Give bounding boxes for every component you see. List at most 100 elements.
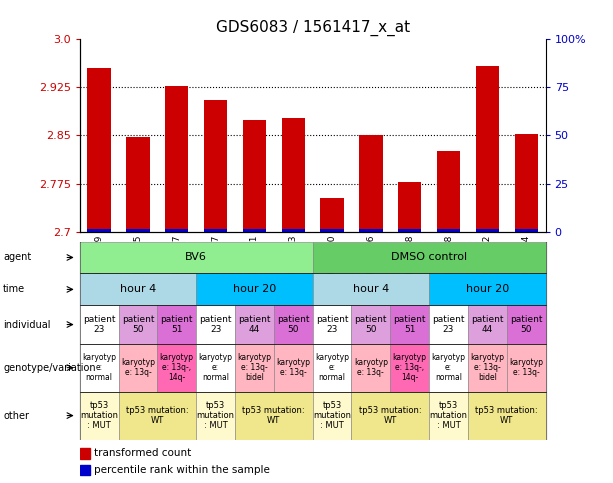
- Bar: [80, 242, 546, 440]
- Text: karyotyp
e: 13q-
bidel: karyotyp e: 13q- bidel: [470, 354, 504, 382]
- Bar: [390, 305, 429, 344]
- Bar: [514, 134, 538, 232]
- Bar: [468, 305, 507, 344]
- Bar: [507, 344, 546, 392]
- Text: karyotyp
e: 13q-: karyotyp e: 13q-: [354, 358, 388, 377]
- Bar: [429, 392, 468, 440]
- Text: patient
23: patient 23: [199, 315, 232, 334]
- Text: karyotyp
e: 13q-: karyotyp e: 13q-: [276, 358, 310, 377]
- Bar: [313, 392, 351, 440]
- Text: karyotyp
e:
normal: karyotyp e: normal: [82, 354, 116, 382]
- Text: patient
50: patient 50: [121, 315, 154, 334]
- Text: patient
50: patient 50: [277, 315, 310, 334]
- Text: karyotyp
e:
normal: karyotyp e: normal: [432, 354, 465, 382]
- Text: patient
50: patient 50: [510, 315, 543, 334]
- Text: hour 20: hour 20: [466, 284, 509, 295]
- Bar: [313, 344, 351, 392]
- Bar: [468, 392, 546, 440]
- Bar: [165, 229, 188, 232]
- Bar: [359, 135, 383, 232]
- Bar: [165, 86, 188, 232]
- Text: tp53
mutation
: MUT: tp53 mutation : MUT: [430, 401, 468, 430]
- Text: karyotyp
e: 13q-
bidel: karyotyp e: 13q- bidel: [237, 354, 272, 382]
- Bar: [507, 305, 546, 344]
- Bar: [398, 229, 421, 232]
- Bar: [437, 229, 460, 232]
- Bar: [126, 137, 150, 232]
- Bar: [80, 465, 91, 475]
- Text: other: other: [3, 411, 29, 421]
- Text: tp53 mutation:
WT: tp53 mutation: WT: [126, 406, 189, 425]
- Bar: [126, 229, 150, 232]
- Text: time: time: [3, 284, 25, 295]
- Text: BV6: BV6: [185, 253, 207, 262]
- Text: DMSO control: DMSO control: [391, 253, 467, 262]
- Bar: [158, 305, 196, 344]
- Bar: [313, 305, 351, 344]
- Bar: [80, 305, 118, 344]
- Text: karyotyp
e:
normal: karyotyp e: normal: [199, 354, 232, 382]
- Bar: [429, 305, 468, 344]
- Text: karyotyp
e: 13q-: karyotyp e: 13q-: [121, 358, 155, 377]
- Bar: [514, 229, 538, 232]
- Text: agent: agent: [3, 253, 31, 262]
- Bar: [196, 392, 235, 440]
- Text: genotype/variation: genotype/variation: [3, 363, 96, 373]
- Bar: [321, 229, 344, 232]
- Text: patient
44: patient 44: [238, 315, 271, 334]
- Bar: [281, 118, 305, 232]
- Bar: [196, 305, 235, 344]
- Title: GDS6083 / 1561417_x_at: GDS6083 / 1561417_x_at: [216, 20, 409, 36]
- Text: tp53 mutation:
WT: tp53 mutation: WT: [359, 406, 422, 425]
- Bar: [351, 344, 390, 392]
- Text: patient
23: patient 23: [83, 315, 115, 334]
- Bar: [88, 68, 111, 232]
- Text: patient
51: patient 51: [394, 315, 426, 334]
- Text: hour 4: hour 4: [352, 284, 389, 295]
- Text: karyotyp
e: 13q-,
14q-: karyotyp e: 13q-, 14q-: [393, 354, 427, 382]
- Text: karyotyp
e: 13q-: karyotyp e: 13q-: [509, 358, 543, 377]
- Bar: [274, 305, 313, 344]
- Text: patient
23: patient 23: [316, 315, 348, 334]
- Bar: [429, 344, 468, 392]
- Bar: [313, 273, 429, 305]
- Text: karyotyp
e:
normal: karyotyp e: normal: [315, 354, 349, 382]
- Bar: [118, 305, 158, 344]
- Bar: [88, 229, 111, 232]
- Bar: [80, 273, 196, 305]
- Bar: [351, 305, 390, 344]
- Bar: [476, 66, 499, 232]
- Text: tp53
mutation
: MUT: tp53 mutation : MUT: [197, 401, 235, 430]
- Bar: [468, 344, 507, 392]
- Text: tp53
mutation
: MUT: tp53 mutation : MUT: [313, 401, 351, 430]
- Bar: [429, 273, 546, 305]
- Text: tp53
mutation
: MUT: tp53 mutation : MUT: [80, 401, 118, 430]
- Bar: [196, 344, 235, 392]
- Text: hour 20: hour 20: [233, 284, 276, 295]
- Bar: [437, 151, 460, 232]
- Bar: [196, 273, 313, 305]
- Text: patient
51: patient 51: [161, 315, 193, 334]
- Text: percentile rank within the sample: percentile rank within the sample: [94, 465, 270, 475]
- Bar: [398, 182, 421, 232]
- Bar: [158, 344, 196, 392]
- Bar: [243, 120, 266, 232]
- Bar: [80, 392, 118, 440]
- Bar: [235, 392, 313, 440]
- Bar: [118, 392, 196, 440]
- Bar: [321, 199, 344, 232]
- Bar: [235, 344, 274, 392]
- Bar: [243, 229, 266, 232]
- Bar: [390, 344, 429, 392]
- Text: karyotyp
e: 13q-,
14q-: karyotyp e: 13q-, 14q-: [160, 354, 194, 382]
- Text: tp53 mutation:
WT: tp53 mutation: WT: [243, 406, 305, 425]
- Bar: [80, 242, 313, 273]
- Bar: [313, 242, 546, 273]
- Bar: [80, 344, 118, 392]
- Text: patient
44: patient 44: [471, 315, 504, 334]
- Bar: [204, 229, 227, 232]
- Bar: [118, 344, 158, 392]
- Text: patient
50: patient 50: [354, 315, 387, 334]
- Text: tp53 mutation:
WT: tp53 mutation: WT: [476, 406, 538, 425]
- Bar: [281, 229, 305, 232]
